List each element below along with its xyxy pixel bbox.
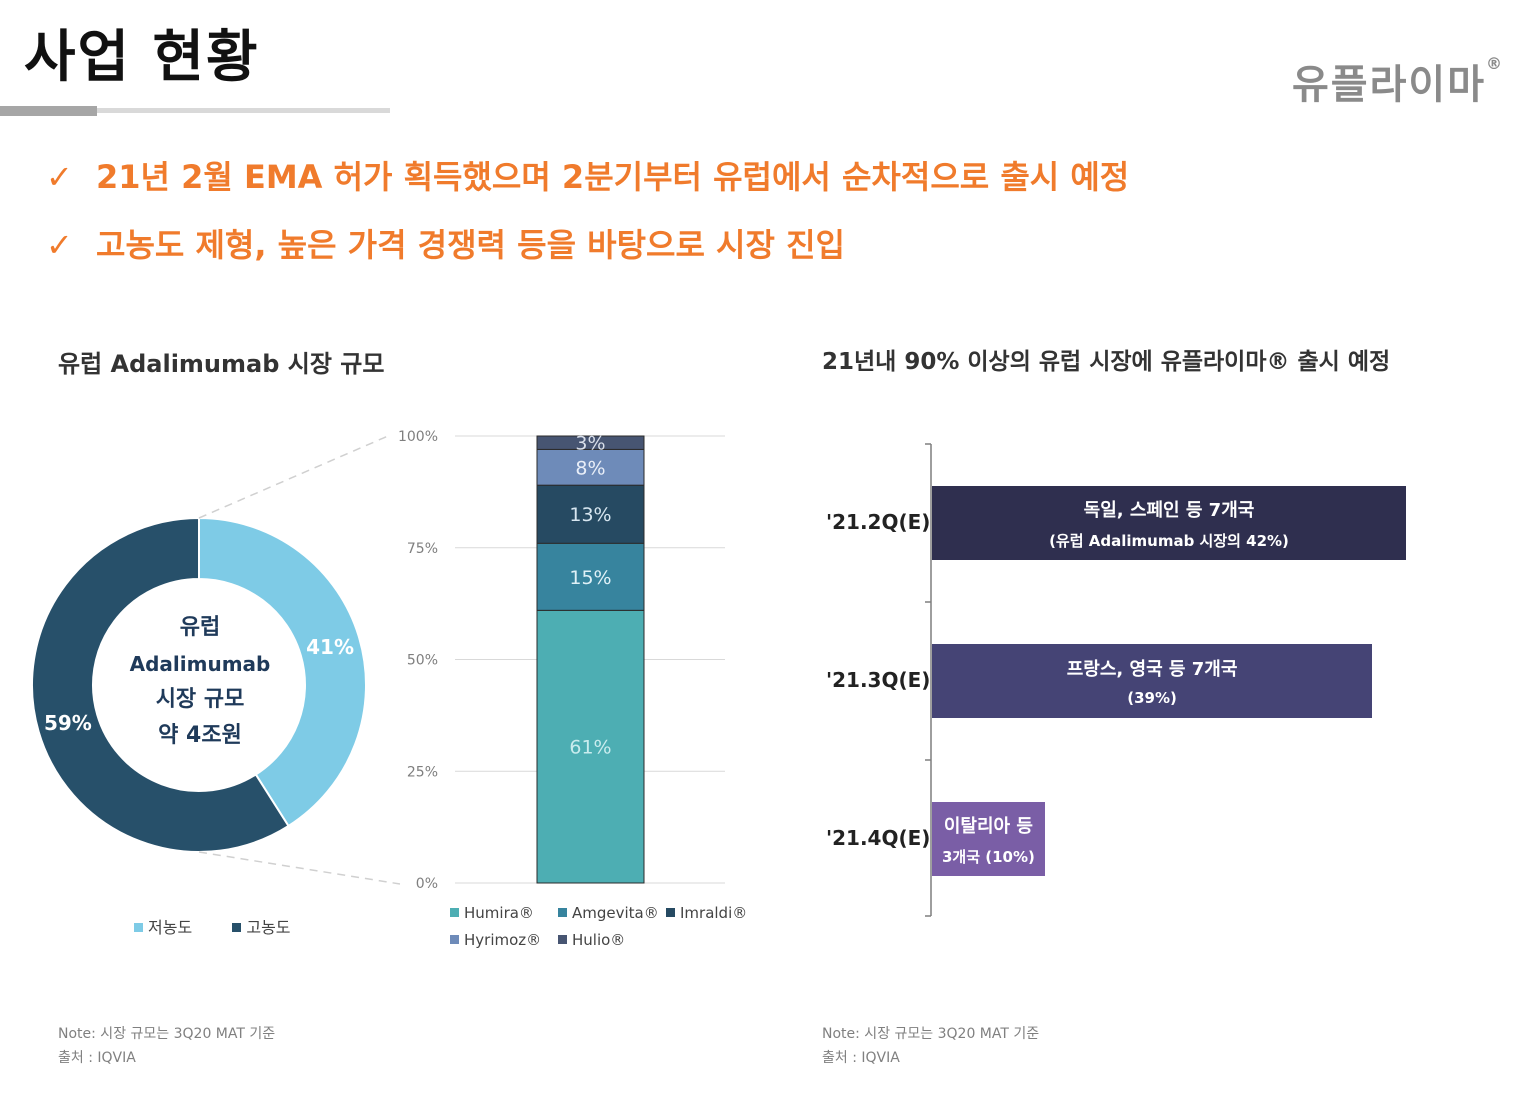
donut-slice-low-concentration (198, 516, 367, 828)
timeline-bar-4q: 이탈리아 등 3개국 (10%) (932, 802, 1045, 876)
donut-value-label: 59% (44, 711, 92, 735)
y-tick-label: 50% (407, 653, 438, 669)
stacked-bar-value-label: 15% (569, 567, 611, 589)
legend-item-hyrimoz: Hyrimoz® (450, 927, 558, 954)
donut-legend: 저농도 고농도 (134, 914, 291, 938)
timeline-label-2q: '21.2Q(E) (826, 510, 931, 534)
timeline-bar-2q: 독일, 스페인 등 7개국 (유럽 Adalimumab 시장의 42%) (932, 486, 1406, 560)
stacked-bar-value-label: 61% (569, 737, 611, 759)
note-text: Note: 시장 규모는 3Q20 MAT 기준 (822, 1026, 1040, 1042)
stacked-bar-segment (536, 542, 645, 611)
timeline-bar-line2: (39%) (1127, 689, 1177, 707)
legend-label: Imraldi® (680, 904, 748, 922)
legend-swatch (558, 935, 567, 944)
legend-label: 저농도 (148, 918, 193, 937)
legend-swatch (450, 908, 459, 917)
title-underline-accent (0, 106, 97, 116)
note-text: Note: 시장 규모는 3Q20 MAT 기준 (58, 1026, 276, 1042)
timeline-label-4q: '21.4Q(E) (826, 826, 931, 850)
donut-center-line4: 약 4조원 (158, 723, 242, 748)
donut-center-line2: Adalimumab (129, 652, 271, 676)
y-tick-label: 25% (407, 764, 438, 780)
legend-swatch (232, 923, 242, 932)
legend-swatch (450, 935, 459, 944)
legend-label: Hulio® (572, 931, 626, 949)
bullet-text: 21년 2월 EMA 허가 획득했으며 2분기부터 유럽에서 순차적으로 출시 … (96, 158, 1130, 196)
legend-item-high-concentration: 고농도 (232, 918, 291, 937)
stacked-bar-value-label: 8% (575, 457, 605, 479)
legend-item-amgevita: Amgevita® (558, 900, 666, 927)
donut-slice-high-concentration (31, 516, 290, 853)
legend-item-hulio: Hulio® (558, 931, 625, 949)
donut-center-label: 유럽 Adalimumab 시장 규모 약 4조원 (110, 610, 290, 754)
zoom-connector-top (198, 435, 389, 519)
timeline-bar-line1: 프랑스, 영국 등 7개국 (1066, 659, 1238, 680)
source-text: 출처 : IQVIA (822, 1050, 900, 1066)
legend-item-humira: Humira® (450, 900, 558, 927)
y-tick-label: 0% (416, 876, 438, 892)
source-text: 출처 : IQVIA (58, 1050, 136, 1066)
bullet-point-2: ✓ 고농도 제형, 높은 가격 경쟁력 등을 바탕으로 시장 진입 (46, 220, 845, 266)
stacked-bar-value-label: 3% (575, 433, 605, 455)
checkmark-icon: ✓ (46, 226, 73, 264)
stacked-bar-segment (536, 435, 645, 450)
right-footnote: Note: 시장 규모는 3Q20 MAT 기준 출처 : IQVIA (822, 1022, 1039, 1070)
legend-item-low-concentration: 저농도 (134, 918, 192, 937)
legend-label: Hyrimoz® (464, 931, 542, 949)
stacked-bar-legend: Humira® Amgevita® Imraldi® Hyrimoz® Hulio® (450, 900, 770, 954)
title-underline (0, 108, 390, 113)
donut-center-line1: 유럽 (179, 615, 221, 640)
legend-swatch (558, 908, 567, 917)
stacked-bar-value-label: 13% (569, 504, 611, 526)
timeline-label-3q: '21.3Q(E) (826, 668, 931, 692)
bullet-text: 고농도 제형, 높은 가격 경쟁력 등을 바탕으로 시장 진입 (96, 226, 845, 264)
page-title: 사업 현황 (24, 25, 260, 90)
timeline-bar-line1: 이탈리아 등 (943, 815, 1033, 837)
donut-value-label: 41% (306, 635, 354, 659)
timeline-bar-line1: 독일, 스페인 등 7개국 (1083, 499, 1255, 521)
launch-plan-title: 21년내 90% 이상의 유럽 시장에 유플라이마® 출시 예정 (822, 349, 1391, 375)
stacked-bar-segment (536, 609, 645, 884)
legend-label: Amgevita® (572, 904, 659, 922)
legend-item-imraldi: Imraldi® (666, 904, 747, 922)
brand-logo: 유플라이마® (1292, 52, 1504, 110)
legend-swatch (134, 923, 143, 932)
bullet-point-1: ✓ 21년 2월 EMA 허가 획득했으며 2분기부터 유럽에서 순차적으로 출시… (46, 152, 1129, 198)
checkmark-icon: ✓ (46, 158, 73, 196)
timeline-bar-3q: 프랑스, 영국 등 7개국 (39%) (932, 644, 1373, 718)
zoom-connector-bottom (198, 851, 401, 885)
stacked-bar-segment (536, 448, 645, 486)
registered-mark: ® (1486, 54, 1504, 73)
logo-text: 유플라이마 (1292, 62, 1486, 108)
donut-center-line3: 시장 규모 (155, 687, 245, 712)
market-size-title: 유럽 Adalimumab 시장 규모 (58, 350, 385, 378)
legend-label: Humira® (464, 904, 534, 922)
legend-swatch (666, 908, 675, 917)
y-tick-label: 75% (407, 541, 438, 557)
left-footnote: Note: 시장 규모는 3Q20 MAT 기준 출처 : IQVIA (58, 1022, 275, 1070)
timeline-bar-line2: (유럽 Adalimumab 시장의 42%) (1049, 531, 1289, 550)
stacked-bar-segment (536, 484, 645, 544)
legend-label: 고농도 (246, 918, 291, 937)
y-tick-label: 100% (398, 429, 438, 445)
timeline-bar-line2: 3개국 (10%) (941, 847, 1035, 866)
